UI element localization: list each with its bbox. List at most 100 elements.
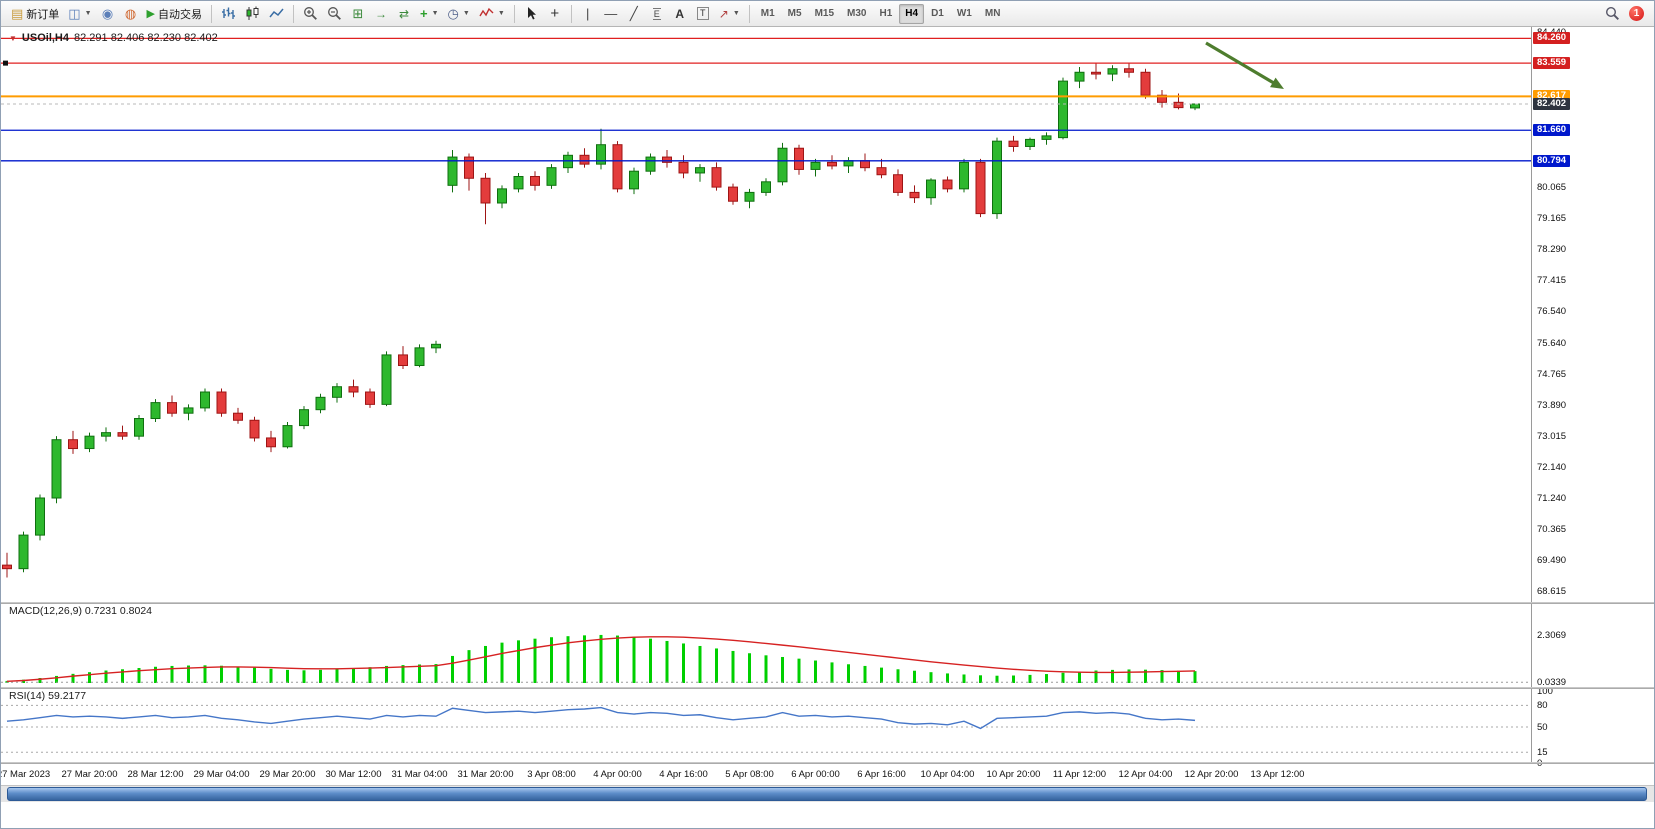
indicators-button[interactable]: ▼ bbox=[475, 3, 509, 25]
candle bbox=[315, 393, 326, 414]
candle bbox=[332, 383, 342, 403]
candle bbox=[167, 395, 177, 417]
rsi-axis-label: 80 bbox=[1537, 700, 1548, 712]
zoom-in-button[interactable] bbox=[299, 3, 322, 25]
candle bbox=[348, 379, 359, 398]
search-button[interactable] bbox=[1601, 3, 1624, 25]
macd-chart[interactable] bbox=[1, 604, 1531, 687]
candlestick-chart[interactable] bbox=[1, 27, 1531, 604]
autotrade-label: 自动交易 bbox=[158, 8, 202, 21]
arrows-tool-button[interactable]: ↗ ▼ bbox=[715, 3, 744, 25]
candle bbox=[35, 494, 45, 541]
timeframe-m1-button[interactable]: M1 bbox=[760, 8, 775, 19]
macd-panel-label: MACD(12,26,9) 0.7231 0.8024 bbox=[9, 605, 152, 617]
auto-scroll-button[interactable]: → bbox=[370, 3, 392, 25]
horizontal-scrollbar-track[interactable] bbox=[1, 785, 1654, 802]
auto-scroll-icon: → bbox=[375, 6, 387, 21]
toolbar-separator bbox=[293, 4, 294, 23]
toolbar-separator bbox=[513, 4, 515, 23]
text-tool-button[interactable]: A bbox=[669, 3, 691, 25]
candle bbox=[480, 172, 491, 225]
time-axis-label: 31 Mar 20:00 bbox=[457, 769, 514, 780]
candle bbox=[282, 422, 293, 449]
chart-ohlc-values: 82.291 82.406 82.230 82.402 bbox=[74, 32, 218, 44]
chevron-down-icon: ▼ bbox=[431, 10, 439, 17]
timeframe-w1-button[interactable]: W1 bbox=[956, 8, 972, 19]
price-axis-label: 75.640 bbox=[1537, 337, 1567, 349]
price-axis[interactable]: 84.44080.06579.16578.29077.41576.54075.6… bbox=[1531, 27, 1654, 604]
candle bbox=[992, 137, 1002, 219]
fibonacci-tool-button[interactable]: E bbox=[646, 3, 668, 25]
tile-windows-button[interactable]: ⊞ bbox=[347, 3, 369, 25]
macd-values: 0.7231 0.8024 bbox=[84, 605, 153, 617]
candle bbox=[909, 185, 920, 203]
macd-axis-label: 2.3069 bbox=[1537, 630, 1567, 641]
candle bbox=[233, 407, 243, 424]
candle bbox=[134, 414, 144, 440]
candle bbox=[249, 416, 260, 442]
trendline-tool-button[interactable]: ╱ bbox=[623, 3, 645, 25]
horizontal-scrollbar-thumb[interactable] bbox=[7, 787, 1647, 801]
timeframe-m5-button[interactable]: M5 bbox=[787, 8, 802, 19]
trendline-icon: ╱ bbox=[629, 5, 638, 21]
candlestick-chart-button[interactable] bbox=[241, 3, 264, 25]
rsi-panel-label: RSI(14) 59.2177 bbox=[9, 690, 86, 702]
cursor-button[interactable] bbox=[520, 3, 543, 25]
price-axis-label: 78.290 bbox=[1537, 244, 1567, 256]
vertical-line-tool-button[interactable]: | bbox=[577, 3, 599, 25]
price-axis-label: 70.365 bbox=[1537, 524, 1567, 536]
price-level-badge: 83.559 bbox=[1533, 57, 1571, 70]
price-axis-label: 73.890 bbox=[1537, 399, 1567, 411]
new-chart-button[interactable]: + ▼ bbox=[416, 3, 443, 25]
macd-axis[interactable]: 2.3069 0.0339 bbox=[1531, 604, 1654, 688]
timeframe-d1-button[interactable]: D1 bbox=[931, 8, 944, 19]
notification-badge[interactable]: 1 bbox=[1629, 6, 1644, 21]
autotrade-button[interactable]: ▶ 自动交易 bbox=[143, 3, 206, 25]
crosshair-button[interactable]: + bbox=[544, 3, 566, 25]
community-icon: ◉ bbox=[101, 5, 114, 21]
time-axis-label: 4 Apr 00:00 bbox=[593, 769, 642, 780]
community-button[interactable]: ◉ bbox=[97, 3, 119, 25]
oneclick-trading-toggle-icon[interactable]: ▼ bbox=[9, 33, 17, 43]
plus-icon: + bbox=[420, 6, 428, 21]
text-label-tool-button[interactable]: T bbox=[692, 3, 714, 25]
candle bbox=[645, 153, 656, 175]
time-axis-label: 3 Apr 08:00 bbox=[527, 769, 576, 780]
candle bbox=[200, 388, 210, 412]
new-order-button[interactable]: ▤ 新订单 bbox=[7, 3, 63, 25]
time-axis-label: 29 Mar 20:00 bbox=[259, 769, 316, 780]
line-anchor-handle[interactable] bbox=[3, 60, 8, 66]
rsi-axis[interactable]: 1008050150 bbox=[1531, 686, 1654, 769]
metaquotes-button[interactable]: ◍ bbox=[120, 3, 142, 25]
chart-window-button[interactable]: ◫ ▼ bbox=[64, 3, 95, 25]
timeframe-m15-button[interactable]: M15 bbox=[814, 8, 835, 19]
zoom-out-button[interactable] bbox=[323, 3, 346, 25]
price-axis-label: 74.765 bbox=[1537, 368, 1567, 380]
time-axis-label: 4 Apr 16:00 bbox=[659, 769, 708, 780]
candle bbox=[612, 141, 623, 193]
panel-resize-divider[interactable] bbox=[1, 602, 1654, 604]
bar-chart-icon bbox=[222, 7, 235, 19]
panel-resize-divider[interactable] bbox=[1, 687, 1654, 689]
timeframe-h4-button[interactable]: H4 bbox=[899, 3, 925, 24]
candle bbox=[299, 406, 309, 430]
timeframe-m30-button[interactable]: M30 bbox=[847, 8, 867, 19]
chart-shift-button[interactable]: ⇄ bbox=[393, 3, 415, 25]
price-axis-label: 80.065 bbox=[1537, 181, 1567, 193]
clock-icon: ◷ bbox=[447, 5, 459, 21]
bar-chart-button[interactable] bbox=[217, 3, 240, 25]
candle bbox=[1107, 65, 1118, 82]
time-axis-label: 11 Apr 12:00 bbox=[1052, 769, 1107, 780]
timeframe-mn-button[interactable]: MN bbox=[984, 8, 1001, 19]
candle bbox=[398, 346, 408, 370]
rsi-chart[interactable] bbox=[1, 689, 1531, 764]
line-chart-button[interactable] bbox=[265, 3, 288, 25]
current-price-badge: 82.402 bbox=[1533, 98, 1571, 110]
arrow-annotation-head[interactable] bbox=[1270, 77, 1284, 89]
timeframe-h1-button[interactable]: H1 bbox=[879, 8, 893, 19]
time-axis[interactable]: 27 Mar 2023 27 Mar 20:00 28 Mar 12:00 29 Ma… bbox=[1, 764, 1654, 785]
periods-button[interactable]: ◷ ▼ bbox=[444, 3, 474, 25]
arrow-annotation[interactable] bbox=[1205, 41, 1280, 88]
horizontal-line-tool-button[interactable]: — bbox=[600, 3, 622, 25]
candle bbox=[18, 531, 29, 573]
